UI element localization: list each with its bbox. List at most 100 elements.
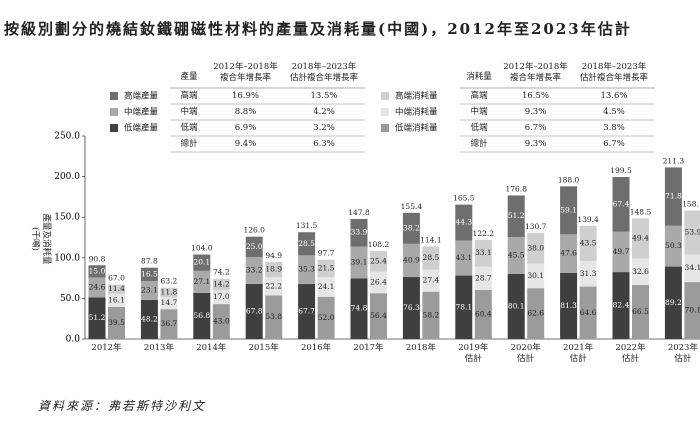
total-label: 74.2 (213, 268, 230, 277)
table-header: 2012年–2018年 複合年增長率 (503, 62, 568, 83)
legend-label: 高端消耗量 (395, 91, 438, 102)
data-label: 28.7 (475, 273, 492, 282)
bar-segment (474, 239, 492, 267)
total-label: 67.0 (108, 274, 125, 283)
bar-segment (108, 284, 125, 294)
bar-segment (527, 288, 545, 339)
data-label: 39.1 (351, 257, 368, 266)
data-label: 26.4 (370, 277, 387, 286)
table-header: 2012年–2018年 複合年增長率 (213, 62, 278, 83)
total-label: 158.1 (682, 200, 700, 209)
data-label: 30.1 (527, 271, 544, 280)
bar-segment (507, 273, 525, 339)
data-label: 33.1 (475, 248, 492, 257)
data-label: 31.3 (580, 269, 597, 278)
bar-segment (160, 297, 178, 310)
bar-segment (422, 291, 440, 339)
data-label: 39.5 (108, 318, 125, 327)
bar-segment (402, 212, 420, 244)
data-label: 62.6 (527, 309, 544, 318)
data-label: 49.7 (613, 247, 630, 256)
table-header: 2018年–2023年 估計複合年增長率 (579, 62, 648, 83)
x-tick-label: 2020年 估計 (510, 343, 541, 364)
data-label: 23.1 (141, 285, 158, 294)
bar-segment (88, 297, 106, 339)
data-label: 20.1 (193, 258, 210, 267)
bar-segment (370, 271, 387, 294)
bar-segment (193, 270, 211, 293)
data-label: 53.8 (265, 312, 282, 321)
total-label: 97.7 (318, 249, 335, 258)
legend-swatch (381, 124, 389, 132)
data-label: 53.9 (685, 228, 700, 237)
total-label: 148.5 (630, 207, 652, 216)
bar-segment (612, 231, 630, 273)
data-label: 38.2 (403, 223, 420, 232)
bar-segment (193, 292, 211, 339)
x-tick-label: 2022年 估計 (615, 343, 646, 364)
legend-swatch (381, 92, 389, 100)
bar-segment (298, 284, 316, 339)
bar-segment (350, 278, 368, 339)
legend-label: 中端產量 (124, 107, 159, 118)
y-tick-label: 50.0 (60, 294, 80, 304)
data-label: 80.1 (508, 301, 525, 310)
total-label: 199.5 (610, 166, 632, 175)
y-tick-label: 0.0 (66, 335, 81, 345)
data-label: 16.5 (141, 269, 158, 278)
x-tick-label: 2016年 (301, 343, 332, 353)
bar-segment (265, 277, 283, 296)
table-cell: 3.8% (603, 123, 625, 133)
legend-swatch (110, 92, 118, 100)
legend-swatch (110, 124, 118, 132)
data-label: 43.5 (580, 238, 597, 247)
table-header: 消耗量 (466, 72, 492, 82)
data-label: 74.8 (351, 304, 368, 313)
bar-segment (507, 237, 525, 274)
bar-segment (140, 281, 158, 300)
data-label: 17.0 (213, 292, 230, 301)
bar-segment (612, 272, 630, 339)
data-label: 14.7 (161, 298, 178, 307)
bar-segment (612, 177, 630, 232)
data-label: 24.6 (89, 282, 106, 291)
x-tick-label: 2015年 (248, 343, 279, 353)
bar-segment (212, 290, 230, 305)
legend-swatch (381, 108, 389, 116)
y-tick-label: 250.0 (54, 132, 80, 142)
table-cell: 高端 (470, 91, 488, 101)
table-cell: 16.9% (231, 91, 259, 101)
bar-segment (245, 256, 263, 284)
bar-segment (108, 306, 125, 339)
y-axis-label: 產量及消耗量 (千噸) (30, 213, 51, 265)
bar-segment (560, 272, 578, 339)
data-label: 43.0 (213, 317, 230, 326)
bar-segment (140, 267, 158, 282)
bar-segment (684, 210, 700, 255)
data-label: 18.9 (265, 265, 282, 274)
data-label: 25.0 (246, 242, 263, 251)
total-label: 94.9 (265, 251, 282, 260)
total-label: 188.0 (558, 175, 580, 184)
data-label: 56.4 (370, 311, 387, 320)
bar-segment (350, 218, 368, 247)
bar-segment (317, 277, 335, 297)
bar-segment (632, 218, 649, 259)
data-label: 22.2 (265, 281, 282, 290)
table-cell: 低端 (470, 123, 488, 133)
y-tick-label: 150.0 (54, 213, 80, 223)
data-label: 59.1 (560, 205, 577, 214)
x-tick-label: 2018年 (405, 343, 436, 353)
data-label: 14.2 (213, 280, 230, 289)
x-tick-label: 2012年 (91, 343, 122, 353)
bar-segment (455, 275, 473, 339)
bar-segment (298, 255, 316, 285)
data-label: 25.4 (370, 256, 387, 265)
bar-segment (317, 296, 335, 339)
bar-segment (579, 225, 597, 262)
data-label: 45.5 (508, 250, 525, 259)
total-label: 147.8 (348, 208, 370, 217)
bar-segment (684, 254, 700, 283)
table-cell: 中端 (180, 107, 198, 117)
